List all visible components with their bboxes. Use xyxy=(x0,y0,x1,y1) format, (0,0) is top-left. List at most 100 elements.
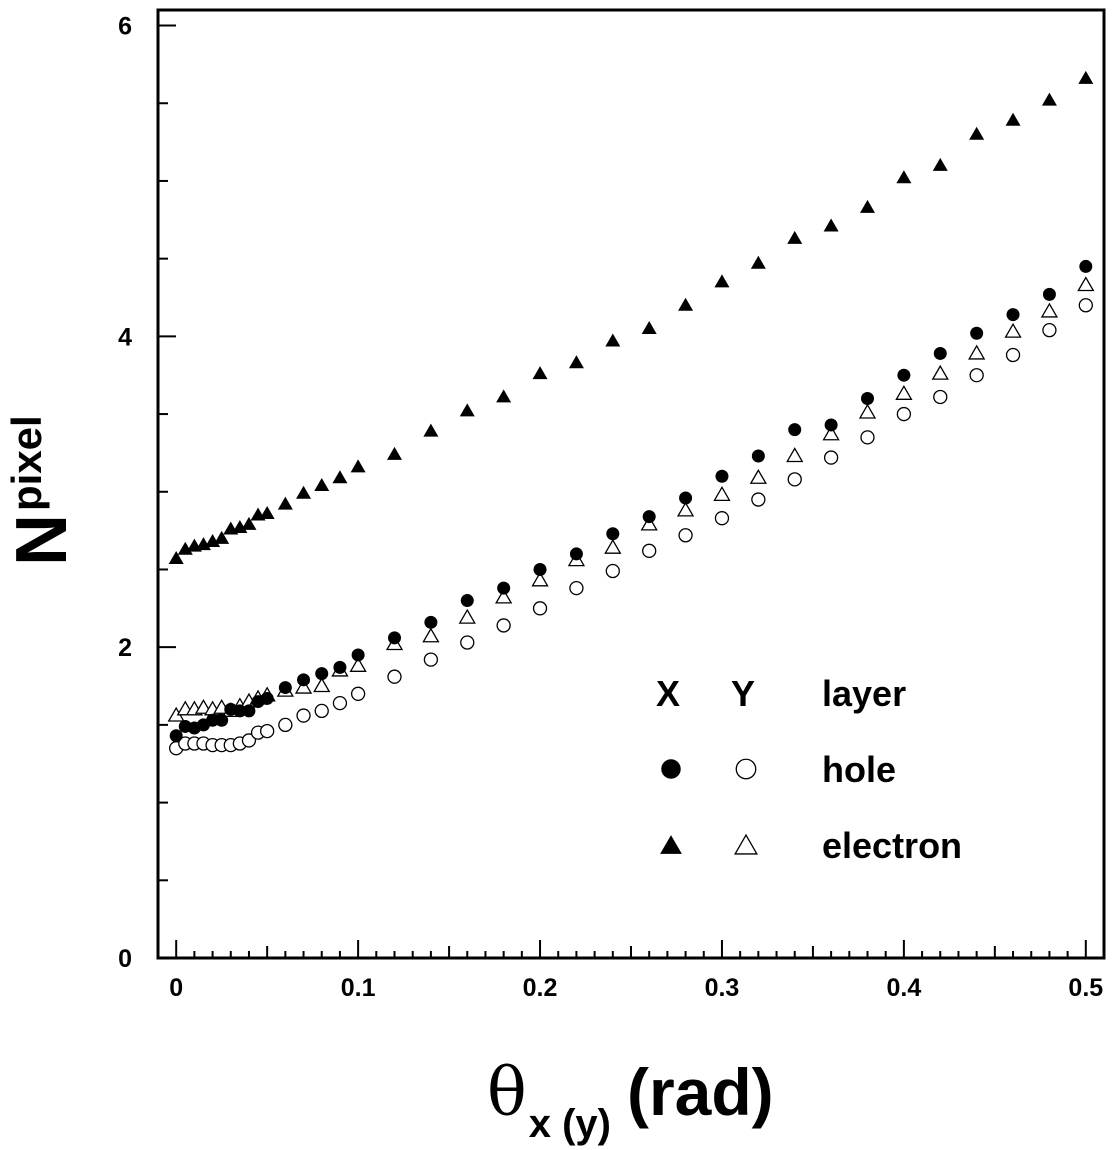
electron-x-point xyxy=(1005,112,1021,126)
electron-y-point xyxy=(1004,322,1022,338)
hole-y-point xyxy=(1078,298,1093,313)
hole-x-point xyxy=(970,326,984,340)
hole-x-point xyxy=(497,581,511,595)
hole-x-point xyxy=(1079,259,1093,273)
electron-x-point xyxy=(568,355,584,369)
legend: X Y layer hole electron xyxy=(656,673,962,866)
electron-y-point xyxy=(640,515,658,531)
electron-y-point xyxy=(1077,276,1095,292)
electron-y-point xyxy=(495,588,513,604)
electron-x-point xyxy=(314,478,330,492)
hole-x-point xyxy=(242,704,256,718)
hole-y-point xyxy=(278,717,293,733)
x-tick-label: 0.5 xyxy=(1068,974,1103,1002)
electron-y-point xyxy=(858,403,877,419)
hole-x-point xyxy=(351,648,365,662)
hole-y-point xyxy=(678,528,693,543)
data-points xyxy=(167,70,1095,756)
electron-x-point xyxy=(823,218,839,232)
x-axis-title-subscript: x (y) xyxy=(529,1102,611,1146)
electron-x-point xyxy=(1078,70,1094,84)
hole-y-point xyxy=(241,733,257,748)
x-tick-label: 0 xyxy=(169,974,183,1002)
electron-x-point xyxy=(168,551,184,565)
electron-y-point xyxy=(968,344,986,360)
legend-label-electron: electron xyxy=(822,825,962,866)
hole-x-point xyxy=(606,527,620,541)
hole-y-point xyxy=(1042,322,1057,338)
hole-x-point xyxy=(460,594,474,608)
electron-x-point xyxy=(896,170,912,184)
plot-frame xyxy=(156,8,1106,960)
electron-y-point xyxy=(531,571,549,587)
hole-y-point xyxy=(823,450,839,465)
y-tick-label: 4 xyxy=(118,323,132,351)
electron-x-point xyxy=(423,423,439,437)
hole-y-point xyxy=(933,389,948,405)
hole-y-point xyxy=(569,580,584,596)
hole-y-point xyxy=(296,708,311,723)
electron-y-point xyxy=(786,447,804,463)
electron-y-point xyxy=(313,677,331,693)
legend-label-hole: hole xyxy=(822,749,896,790)
hole-y-point xyxy=(787,472,802,487)
x-tick-label: 0.2 xyxy=(523,974,558,1002)
y-axis-title-main: N xyxy=(2,514,82,566)
hole-x-point xyxy=(278,681,292,695)
x-tick-labels: 0 0.1 0.2 0.3 0.4 0.5 xyxy=(169,974,1103,1002)
hole-x-point xyxy=(824,418,838,432)
hole-x-point xyxy=(861,392,874,406)
y-tick-label: 2 xyxy=(118,634,132,662)
x-tick-label: 0.4 xyxy=(887,974,922,1002)
electron-x-point xyxy=(241,516,257,530)
x-tick-label: 0.1 xyxy=(341,974,376,1002)
electron-y-point xyxy=(931,364,949,380)
hole-y-point xyxy=(532,601,548,616)
electron-y-point xyxy=(676,501,695,517)
electron-x-point xyxy=(932,157,948,171)
hole-y-point xyxy=(714,511,730,526)
electron-x-point xyxy=(1041,92,1057,106)
electron-x-point xyxy=(860,199,875,213)
electron-y-point xyxy=(713,486,731,501)
legend-header-x: X xyxy=(656,673,680,714)
electron-y-point xyxy=(822,425,840,441)
y-tick-label: 0 xyxy=(118,945,132,973)
electron-x-point xyxy=(496,389,512,403)
hole-x-point xyxy=(569,547,583,561)
hole-x-point xyxy=(788,423,802,437)
hole-x-point xyxy=(333,660,347,674)
electron-x-point xyxy=(641,321,657,335)
electron-x-point xyxy=(332,470,348,484)
hole-x-point xyxy=(424,615,438,629)
legend-hole-x-marker xyxy=(661,759,681,779)
electron-x-point xyxy=(678,297,694,311)
hole-y-point xyxy=(332,695,348,711)
x-axis-title: θx (y) (rad) xyxy=(487,1054,774,1146)
y-tick-labels: 0 2 4 6 xyxy=(118,13,132,973)
hole-x-point xyxy=(642,510,656,524)
x-tick-label: 0.3 xyxy=(705,974,740,1002)
hole-y-point xyxy=(1005,347,1021,363)
electron-y-point xyxy=(1040,302,1059,318)
electron-x-point xyxy=(214,530,230,544)
hole-x-point xyxy=(215,713,229,727)
electron-y-point xyxy=(422,627,440,643)
legend-electron-x-marker xyxy=(660,835,682,854)
hole-y-point xyxy=(969,368,984,383)
hole-y-point xyxy=(314,703,329,719)
hole-y-point xyxy=(751,492,766,507)
electron-x-point xyxy=(969,126,985,140)
hole-x-point xyxy=(315,667,329,681)
electron-y-point xyxy=(604,538,622,554)
hole-y-point xyxy=(423,652,439,667)
electron-x-point xyxy=(459,403,475,417)
hole-y-point xyxy=(496,618,511,633)
legend-electron-y-marker xyxy=(733,833,759,855)
electron-x-point xyxy=(350,459,366,473)
electron-y-point xyxy=(895,385,913,400)
electron-x-point xyxy=(532,366,548,380)
electron-x-point xyxy=(259,505,275,519)
hole-x-point xyxy=(933,346,947,360)
